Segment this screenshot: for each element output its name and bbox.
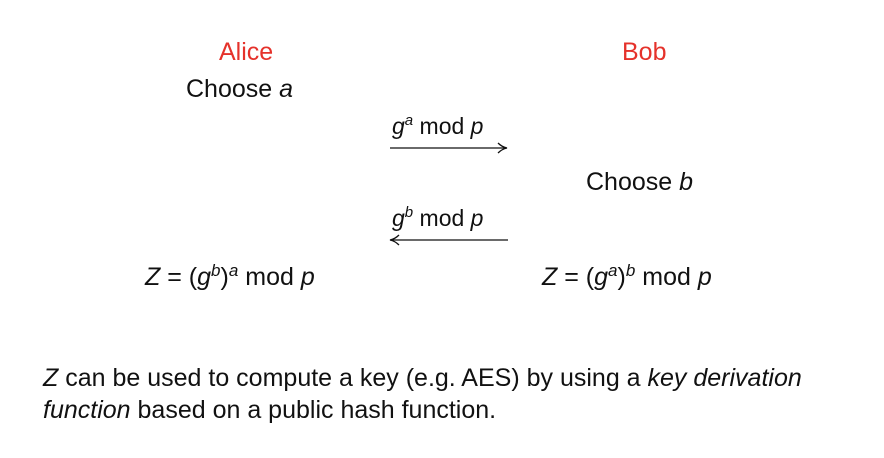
left-arrow-icon	[389, 234, 508, 246]
alice-choose-step: Choose a	[186, 75, 293, 104]
alice-result-equals: =	[167, 263, 182, 291]
bob-label: Bob	[622, 38, 667, 66]
alice-result-mod: mod	[245, 263, 294, 291]
bob-choose-var: b	[679, 168, 694, 196]
bob-result-equals: =	[564, 263, 579, 291]
bob-result-close-paren: )	[617, 263, 626, 291]
alice-label: Alice	[219, 38, 274, 66]
bob-result-outer-exponent: b	[625, 261, 636, 280]
alice-result-base: g	[197, 263, 212, 291]
key-derivation-note: Z can be used to compute a key (e.g. AES…	[43, 362, 863, 426]
message-gb-mod-p: gb mod p	[392, 204, 484, 232]
note-text-part-1: can be used to compute a key (e.g. AES) …	[58, 364, 648, 392]
alice-shared-secret: Z = (gb)a mod p	[145, 261, 315, 292]
alice-result-z: Z	[145, 263, 161, 291]
message-2-exponent: b	[404, 204, 414, 221]
bob-result-mod: mod	[642, 263, 691, 291]
message-2-modulus: p	[470, 205, 484, 231]
bob-result-base: g	[594, 263, 609, 291]
bob-result-inner-exponent: a	[608, 261, 618, 280]
message-1-modulus: p	[470, 113, 484, 139]
alice-choose-word: Choose	[186, 75, 273, 103]
alice-result-close-paren: )	[220, 263, 229, 291]
message-ga-mod-p: ga mod p	[392, 112, 484, 140]
right-arrow-icon	[390, 142, 508, 154]
bob-result-z: Z	[542, 263, 558, 291]
bob-result-open-paren: (	[585, 263, 595, 291]
note-text-part-2: based on a public hash function.	[130, 396, 497, 424]
alice-result-outer-exponent: a	[228, 261, 239, 280]
bob-choose-word: Choose	[586, 168, 673, 196]
message-1-mod: mod	[419, 113, 465, 139]
bob-result-modulus: p	[697, 263, 712, 291]
alice-choose-var: a	[279, 75, 294, 103]
message-1-base: g	[392, 113, 405, 139]
alice-result-open-paren: (	[188, 263, 198, 291]
note-emphasis-kdf: key derivation function	[43, 364, 802, 424]
note-variable: Z	[43, 364, 59, 392]
message-1-exponent: a	[404, 112, 414, 129]
bob-shared-secret: Z = (ga)b mod p	[542, 261, 712, 292]
alice-result-modulus: p	[300, 263, 315, 291]
message-2-mod: mod	[419, 205, 465, 231]
alice-result-inner-exponent: b	[211, 261, 221, 280]
bob-choose-step: Choose b	[586, 168, 693, 197]
message-2-base: g	[392, 205, 405, 231]
